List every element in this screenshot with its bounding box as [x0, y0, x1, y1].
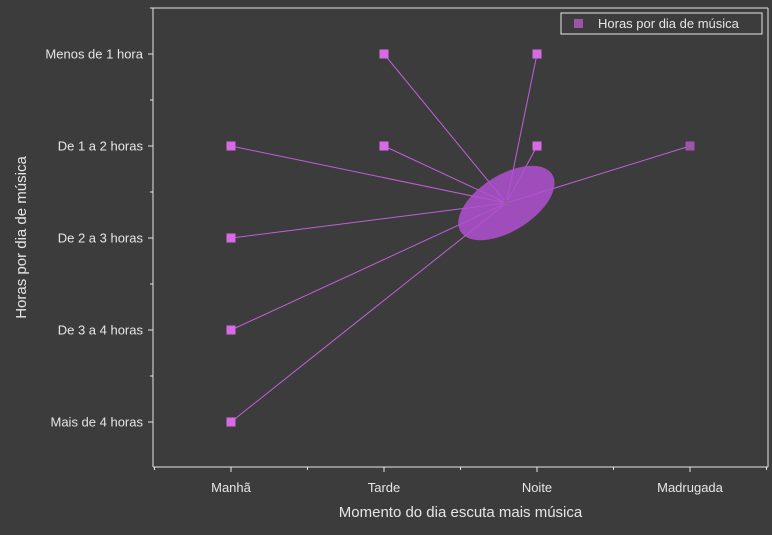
x-tick-label: Noite: [522, 480, 552, 495]
x-axis-ticks: Manhã Tarde Noite Madrugada: [154, 467, 767, 495]
legend-label: Horas por dia de música: [598, 16, 740, 31]
x-tick-label: Tarde: [368, 480, 401, 495]
legend-box: [560, 12, 763, 35]
legend-marker: [574, 19, 583, 28]
y-tick-label: De 1 a 2 horas: [58, 139, 144, 154]
data-point: [226, 141, 236, 151]
y-axis-title: Horas por dia de música: [13, 156, 30, 319]
y-axis-ticks: Mais de 4 horas De 3 a 4 horas De 2 a 3 ho…: [45, 7, 153, 430]
x-axis-title: Momento do dia escuta mais música: [339, 504, 583, 521]
data-point: [226, 417, 236, 427]
legend: Horas por dia de música: [560, 12, 763, 35]
data-point: [685, 141, 695, 151]
data-markers: [226, 49, 695, 427]
x-tick-label: Madrugada: [657, 480, 724, 495]
centroid-point: [503, 200, 510, 207]
connector-line: [230, 202, 507, 239]
y-tick-label: Mais de 4 horas: [51, 415, 144, 430]
data-point: [226, 233, 236, 243]
connector-line: [383, 53, 507, 204]
data-point: [532, 141, 542, 151]
y-tick-label: De 3 a 4 horas: [58, 323, 144, 338]
y-tick-label: Menos de 1 hora: [45, 47, 143, 62]
y-tick-label: De 2 a 3 horas: [58, 231, 144, 246]
x-tick-label: Manhã: [211, 480, 252, 495]
connector-lines: [230, 53, 691, 423]
data-point: [379, 141, 389, 151]
data-point: [226, 325, 236, 335]
connector-line: [230, 145, 507, 204]
data-point: [379, 49, 389, 59]
plot-frame: [152, 7, 769, 468]
data-point: [532, 49, 542, 59]
connector-line: [230, 202, 507, 423]
